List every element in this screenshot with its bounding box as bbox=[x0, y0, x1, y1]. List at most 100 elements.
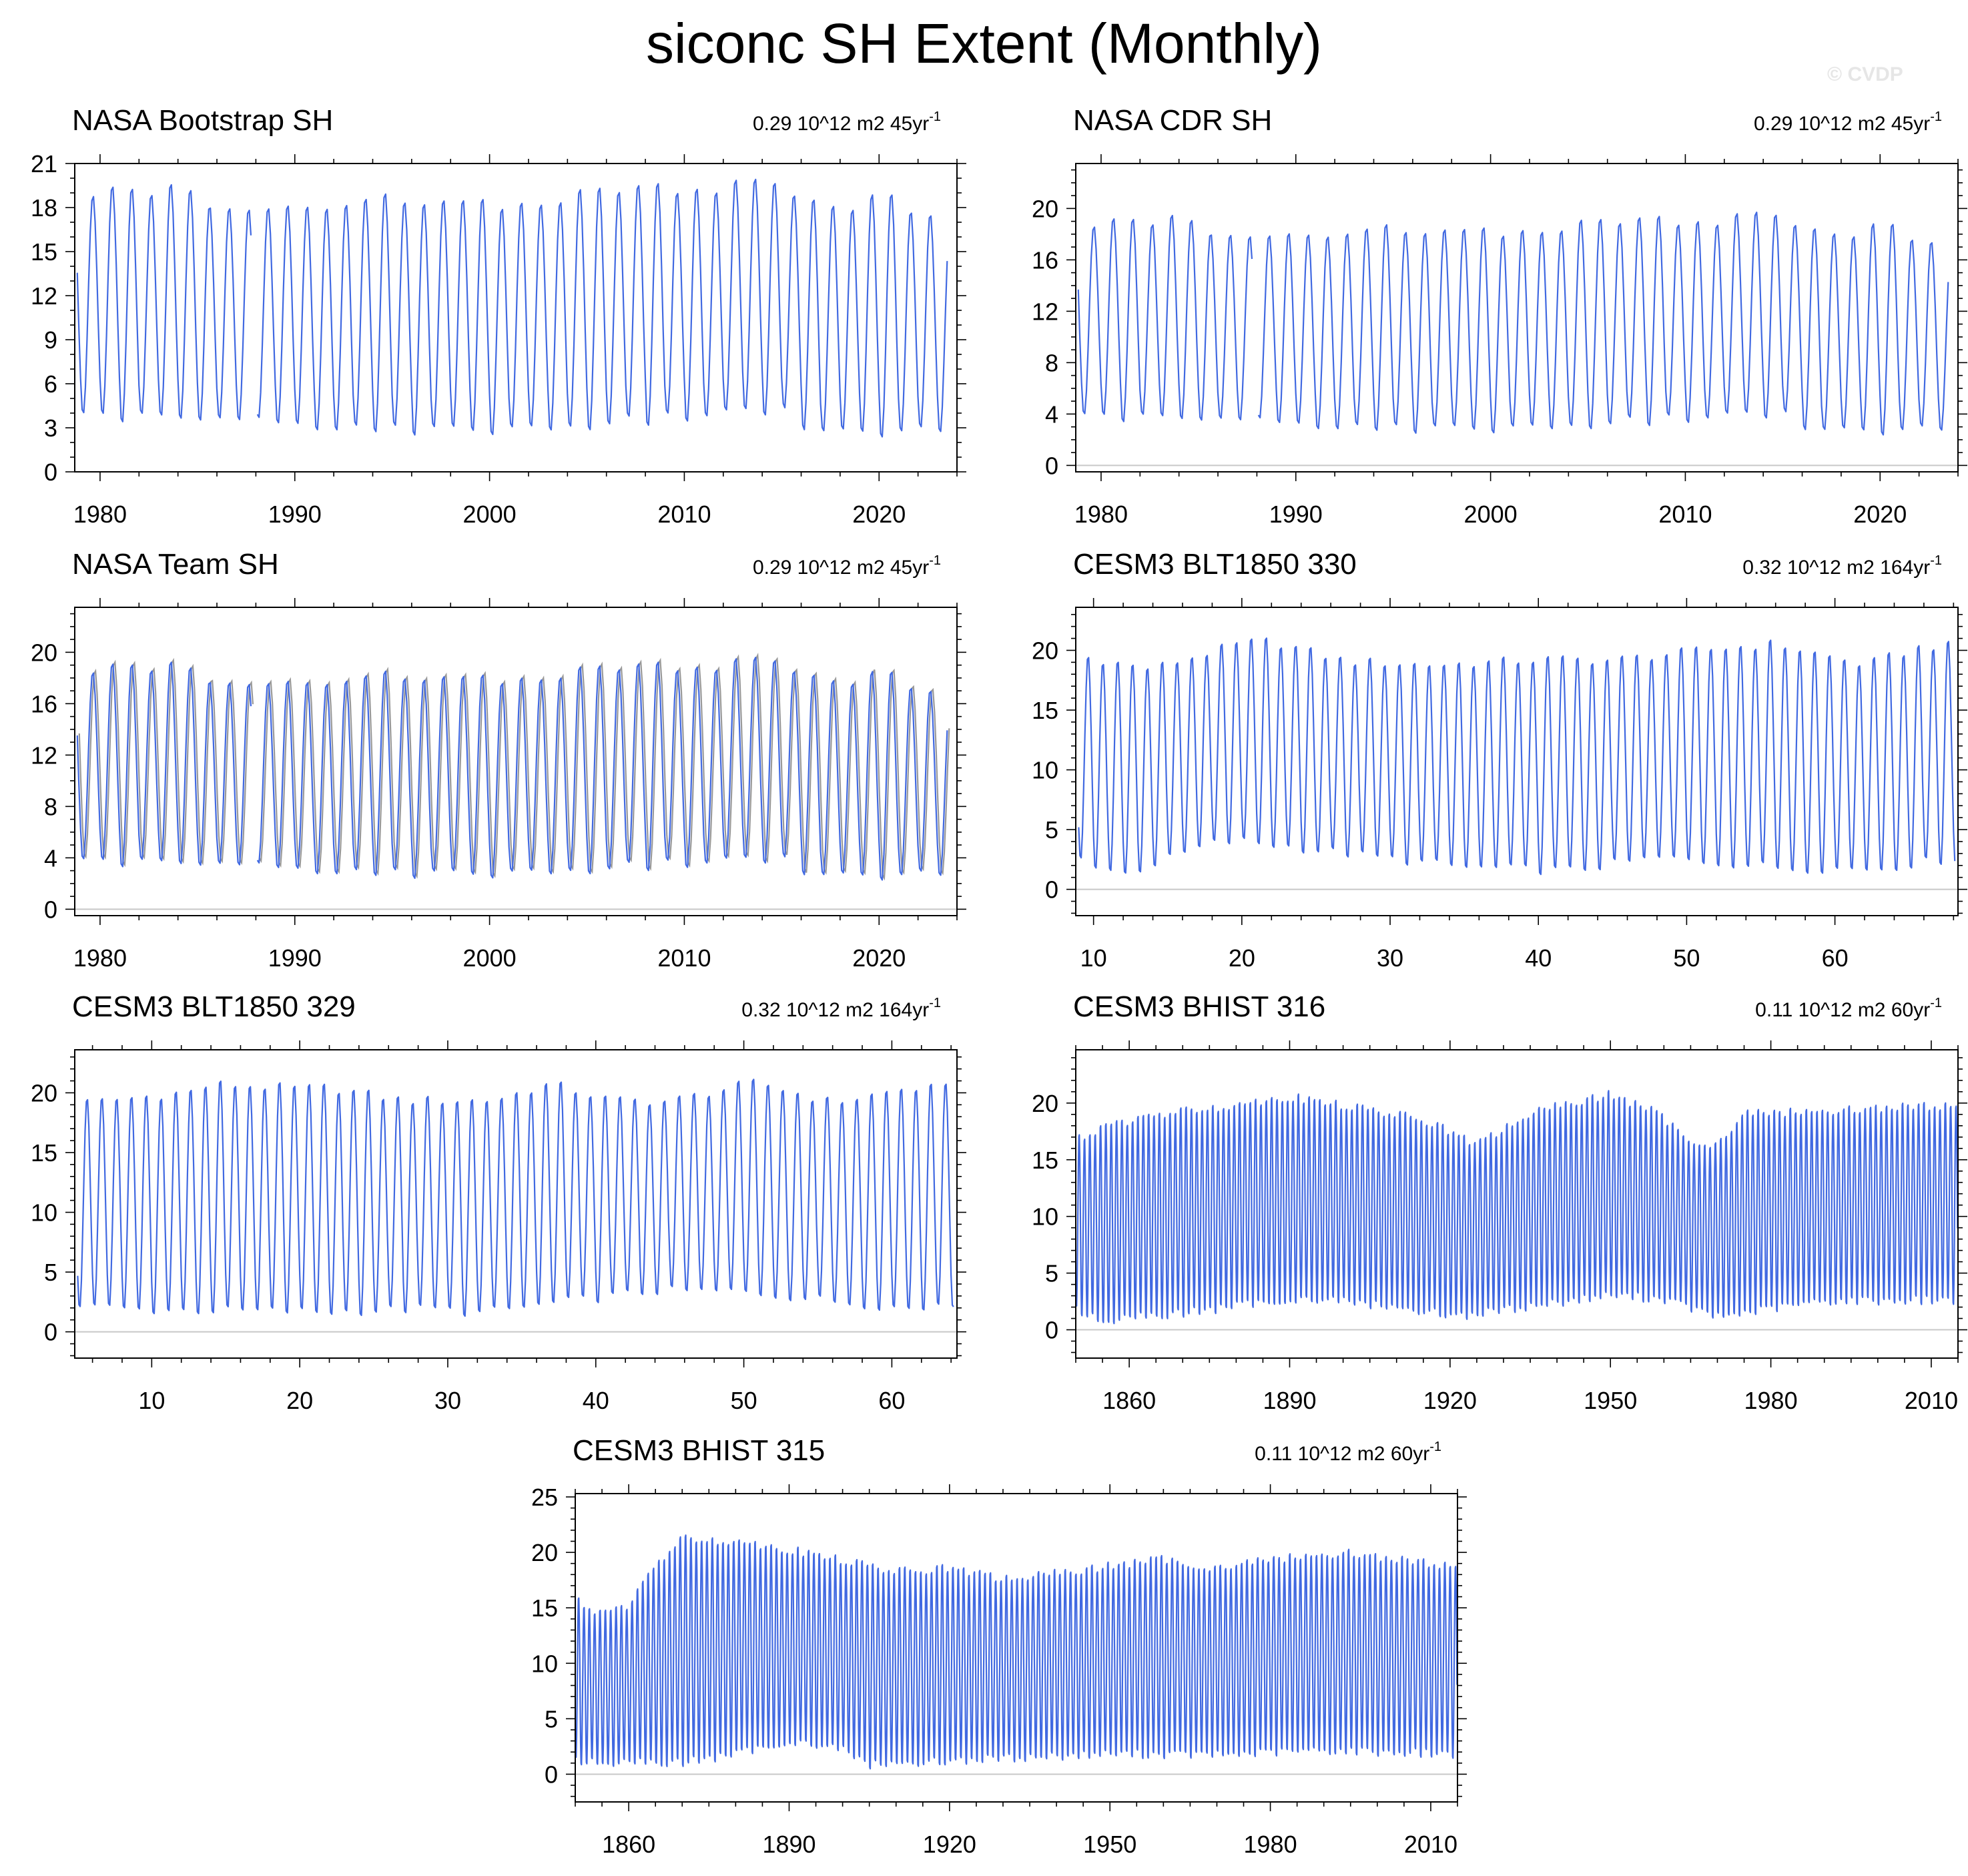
series-line-2 bbox=[256, 178, 948, 438]
y-tick-label: 6 bbox=[44, 370, 57, 398]
plot-frame bbox=[74, 1049, 958, 1359]
chart-panel-7: 0 5 10 15 20 25 1860 1890 1920 1950 1980 2010 CESM3 … bbox=[531, 1434, 1467, 1858]
trend-label: 0.32 10^12 m2 164yr-1 bbox=[1742, 553, 1942, 579]
trend-label: 0.11 10^12 m2 60yr-1 bbox=[1755, 996, 1942, 1021]
x-tick-label: 60 bbox=[1822, 944, 1849, 972]
y-tick-label: 18 bbox=[31, 194, 57, 222]
trend-label: 0.11 10^12 m2 60yr-1 bbox=[1255, 1440, 1441, 1465]
trend-value: 0.29 10^12 m2 45yr bbox=[753, 557, 929, 579]
x-tick-label: 1980 bbox=[73, 501, 127, 528]
y-tick-label: 21 bbox=[31, 150, 57, 178]
trend-exponent: -1 bbox=[929, 109, 941, 124]
trend-label: 0.32 10^12 m2 164yr-1 bbox=[741, 996, 941, 1021]
plot-frame bbox=[1075, 163, 1959, 473]
x-tick-label: 2010 bbox=[1404, 1831, 1457, 1858]
x-tick-label: 60 bbox=[878, 1387, 905, 1414]
x-tick-label: 1890 bbox=[762, 1831, 815, 1858]
y-tick-label: 15 bbox=[531, 1594, 558, 1622]
panel-title: CESM3 BHIST 315 bbox=[573, 1434, 825, 1467]
y-tick-label: 4 bbox=[44, 844, 57, 872]
x-tick-label: 2020 bbox=[852, 944, 906, 972]
y-tick-label: 15 bbox=[31, 1139, 57, 1167]
x-tick-label: 2010 bbox=[657, 501, 711, 528]
y-tick-label: 16 bbox=[31, 690, 57, 717]
x-tick-label: 1890 bbox=[1263, 1387, 1316, 1414]
panel-title: CESM3 BHIST 316 bbox=[1073, 990, 1325, 1023]
y-tick-label: 5 bbox=[1045, 1260, 1058, 1287]
x-tick-label: 1980 bbox=[1074, 501, 1128, 528]
series-line-1 bbox=[574, 1534, 1458, 1770]
series-line-2 bbox=[1257, 212, 1949, 436]
y-tick-label: 16 bbox=[1032, 246, 1058, 274]
y-tick-label: 8 bbox=[1045, 349, 1058, 376]
y-tick-label: 0 bbox=[44, 896, 57, 923]
y-tick-label: 10 bbox=[31, 1199, 57, 1227]
trend-exponent: -1 bbox=[929, 996, 941, 1010]
x-tick-label: 30 bbox=[1377, 944, 1403, 972]
x-tick-label: 10 bbox=[1080, 944, 1107, 972]
x-tick-label: 40 bbox=[1525, 944, 1552, 972]
y-tick-label: 0 bbox=[1045, 876, 1058, 904]
plot-frame bbox=[1075, 607, 1959, 916]
panel-title: CESM3 BLT1850 329 bbox=[72, 990, 356, 1023]
cvdp-watermark: © CVDP bbox=[1827, 63, 1903, 85]
y-tick-label: 0 bbox=[545, 1761, 558, 1788]
trend-value: 0.29 10^12 m2 45yr bbox=[1754, 113, 1930, 135]
figure-title: siconc SH Extent (Monthly) bbox=[645, 12, 1322, 75]
x-tick-label: 1980 bbox=[73, 944, 127, 972]
y-tick-label: 10 bbox=[531, 1650, 558, 1677]
trend-value: 0.11 10^12 m2 60yr bbox=[1755, 999, 1930, 1021]
series-line-1 bbox=[77, 1078, 954, 1317]
y-tick-label: 0 bbox=[1045, 1317, 1058, 1344]
x-tick-label: 2000 bbox=[463, 944, 517, 972]
trend-label: 0.29 10^12 m2 45yr-1 bbox=[1754, 109, 1942, 135]
x-tick-label: 40 bbox=[583, 1387, 609, 1414]
trend-label: 0.29 10^12 m2 45yr-1 bbox=[753, 109, 941, 135]
y-tick-label: 20 bbox=[31, 1079, 57, 1107]
y-tick-label: 3 bbox=[44, 414, 57, 442]
y-tick-label: 12 bbox=[31, 741, 57, 769]
plot-frame bbox=[74, 607, 958, 916]
series-line-1 bbox=[76, 661, 252, 868]
y-tick-label: 20 bbox=[1032, 637, 1058, 664]
panel-title: CESM3 BLT1850 330 bbox=[1073, 548, 1357, 581]
x-tick-label: 1860 bbox=[1102, 1387, 1156, 1414]
x-tick-label: 1990 bbox=[268, 501, 322, 528]
chart-panel-2: 0 4 8 12 16 20 1980 1990 2000 2010 2020 NASA CDR SH… bbox=[1032, 104, 1967, 528]
y-tick-label: 8 bbox=[44, 793, 57, 820]
x-tick-label: 1950 bbox=[1584, 1387, 1637, 1414]
trend-exponent: -1 bbox=[1930, 109, 1942, 124]
trend-exponent: -1 bbox=[1930, 553, 1942, 568]
x-tick-label: 20 bbox=[1229, 944, 1255, 972]
y-tick-label: 15 bbox=[1032, 1147, 1058, 1174]
y-tick-label: 20 bbox=[31, 639, 57, 666]
x-tick-label: 30 bbox=[434, 1387, 461, 1414]
panel-title: NASA CDR SH bbox=[1073, 104, 1272, 137]
trend-value: 0.32 10^12 m2 164yr bbox=[1742, 557, 1930, 579]
series-shadow-line-1 bbox=[78, 657, 254, 868]
y-tick-label: 10 bbox=[1032, 757, 1058, 784]
trend-exponent: -1 bbox=[1930, 996, 1942, 1010]
x-tick-label: 1980 bbox=[1244, 1831, 1297, 1858]
y-tick-label: 15 bbox=[31, 238, 57, 266]
y-tick-label: 4 bbox=[1045, 400, 1058, 428]
x-tick-label: 1990 bbox=[268, 944, 322, 972]
y-tick-label: 0 bbox=[44, 458, 57, 486]
x-tick-label: 2010 bbox=[1905, 1387, 1958, 1414]
y-tick-label: 9 bbox=[44, 326, 57, 354]
y-tick-label: 25 bbox=[531, 1484, 558, 1511]
chart-panel-3: 0 4 8 12 16 20 1980 1990 2000 2010 2020 NASA Team S… bbox=[31, 548, 966, 972]
trend-exponent: -1 bbox=[929, 553, 941, 568]
plot-frame bbox=[1075, 1049, 1959, 1359]
x-tick-label: 2010 bbox=[657, 944, 711, 972]
y-tick-label: 20 bbox=[1032, 195, 1058, 222]
x-tick-label: 2000 bbox=[463, 501, 517, 528]
series-line-1 bbox=[1077, 214, 1253, 422]
chart-panel-5: 0 5 10 15 20 10 20 30 40 50 60 CESM3 BLT1850 329 0.3… bbox=[31, 990, 966, 1414]
x-tick-label: 50 bbox=[1673, 944, 1700, 972]
y-tick-label: 5 bbox=[545, 1705, 558, 1733]
y-tick-label: 0 bbox=[1045, 452, 1058, 479]
series-line-1 bbox=[1078, 637, 1956, 876]
